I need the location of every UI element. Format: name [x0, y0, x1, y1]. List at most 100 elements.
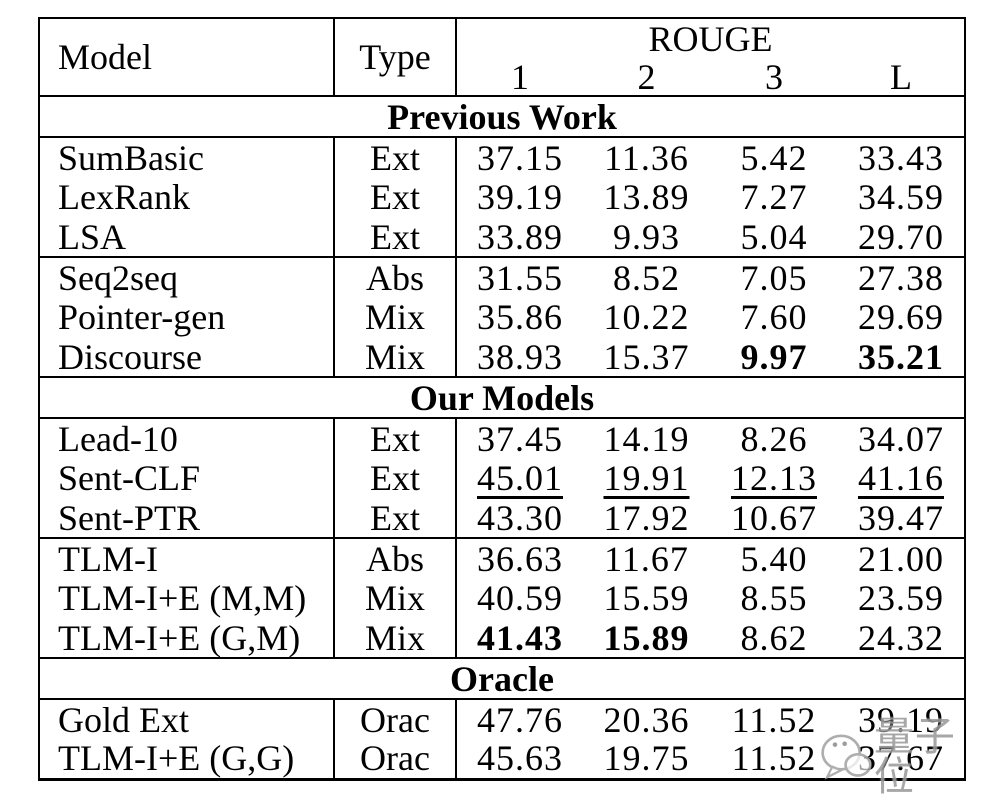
type-cell: Abs	[334, 256, 457, 297]
score-value: 34.59	[858, 177, 944, 217]
score-cell: 47.76	[456, 699, 583, 739]
column-header-rouge-3: 3	[710, 58, 838, 97]
type-cell: Ext	[334, 137, 457, 177]
score-value: 5.40	[740, 538, 808, 579]
table-row: Lead-10 Ext 37.45 14.19 8.26 34.07	[39, 418, 965, 458]
score-value: 8.52	[613, 257, 680, 298]
column-header-rouge-1: 1	[456, 58, 583, 97]
score-cell: 39.19	[456, 177, 583, 217]
type-cell: Ext	[334, 458, 457, 498]
score-cell: 10.22	[583, 297, 710, 337]
table-row: TLM-I+E (G,M) Mix 41.43 15.89 8.62 24.32	[39, 618, 965, 658]
score-value: 10.22	[603, 297, 690, 337]
table-header: Model Type ROUGE 1 2 3 L	[39, 18, 965, 97]
type-cell: Ext	[334, 177, 457, 217]
score-value: 15.37	[603, 336, 690, 377]
score-cell: 29.69	[838, 297, 965, 337]
table-row: Discourse Mix 38.93 15.37 9.97 35.21	[39, 337, 965, 377]
score-value: 14.19	[603, 418, 690, 459]
type-cell: Orac	[334, 699, 457, 739]
section-row-previous-work: Previous Work	[39, 95, 965, 138]
score-value: 45.01	[477, 458, 563, 498]
score-value: 29.70	[858, 216, 944, 257]
score-cell: 19.91	[583, 458, 710, 498]
score-cell: 27.38	[838, 256, 965, 297]
score-cell: 45.01	[456, 458, 583, 498]
score-cell: 9.93	[583, 217, 710, 257]
table-row: Sent-CLF Ext 45.01 19.91 12.13 41.16	[39, 458, 965, 498]
score-value: 9.97	[740, 336, 808, 377]
score-cell: 38.93	[456, 337, 583, 377]
column-header-rouge: ROUGE	[648, 18, 773, 59]
score-value: 8.62	[740, 617, 808, 658]
score-value: 33.43	[858, 137, 944, 178]
table-row: TLM-I+E (M,M) Mix 40.59 15.59 8.55 23.59	[39, 578, 965, 618]
score-value: 35.21	[858, 336, 944, 377]
score-value: 41.43	[477, 617, 563, 658]
model-cell: Seq2seq	[39, 256, 335, 297]
score-value: 9.93	[613, 216, 680, 257]
score-cell: 15.89	[583, 618, 710, 658]
score-value: 11.67	[604, 538, 689, 579]
model-cell: Sent-CLF	[39, 458, 335, 498]
section-title-oracle: Oracle	[39, 657, 965, 700]
table-row: SumBasic Ext 37.15 11.36 5.42 33.43	[39, 137, 965, 177]
score-cell: 11.52	[710, 699, 838, 739]
score-cell: 21.00	[838, 537, 965, 578]
section-title-previous-work: Previous Work	[39, 95, 965, 138]
score-cell: 35.86	[456, 297, 583, 337]
score-cell: 35.21	[838, 337, 965, 377]
score-cell: 23.59	[838, 578, 965, 618]
table-row: Gold Ext Orac 47.76 20.36 11.52 39.19	[39, 699, 965, 739]
score-value: 47.76	[477, 699, 563, 740]
score-cell: 7.05	[710, 256, 838, 298]
score-cell: 8.62	[710, 618, 838, 658]
score-cell: 11.67	[583, 537, 710, 579]
score-cell: 8.52	[583, 256, 710, 298]
section-row-oracle: Oracle	[39, 657, 965, 700]
score-value: 15.59	[603, 578, 690, 618]
score-cell: 7.60	[710, 297, 838, 337]
score-cell: 8.55	[710, 578, 838, 618]
score-value: 39.47	[858, 497, 944, 538]
score-value: 39.19	[858, 699, 944, 740]
score-value: 7.60	[740, 297, 808, 337]
score-value: 31.55	[477, 257, 563, 298]
score-value: 19.91	[603, 458, 690, 498]
score-value: 34.07	[858, 418, 944, 459]
score-cell: 15.59	[583, 578, 710, 618]
table-row: Sent-PTR Ext 43.30 17.92 10.67 39.47	[39, 498, 965, 538]
score-value: 7.05	[740, 257, 808, 298]
table-row: LSA Ext 33.89 9.93 5.04 29.70	[39, 217, 965, 257]
score-cell: 34.59	[838, 177, 965, 217]
score-cell: 39.47	[838, 498, 965, 538]
type-cell: Mix	[334, 297, 457, 337]
score-cell: 34.07	[838, 418, 965, 458]
section-row-our-models: Our Models	[39, 376, 965, 419]
score-value: 45.63	[477, 738, 563, 779]
score-cell: 37.67	[838, 739, 965, 779]
score-value: 10.67	[731, 497, 817, 538]
score-value: 11.36	[604, 137, 689, 178]
score-value: 43.30	[477, 497, 563, 538]
score-value: 37.67	[858, 738, 944, 779]
score-cell: 33.43	[838, 137, 965, 177]
score-cell: 11.52	[710, 739, 838, 779]
column-header-type: Type	[334, 18, 457, 97]
model-cell: Discourse	[39, 337, 335, 377]
score-value: 8.55	[740, 578, 808, 618]
score-cell: 13.89	[583, 177, 710, 217]
score-cell: 12.13	[710, 458, 838, 498]
score-value: 5.42	[740, 137, 808, 178]
type-cell: Ext	[334, 217, 457, 257]
model-cell: Gold Ext	[39, 699, 335, 739]
score-cell: 43.30	[456, 498, 583, 538]
score-cell: 29.70	[838, 217, 965, 257]
column-header-model: Model	[39, 18, 335, 97]
model-cell: TLM-I	[39, 537, 335, 578]
score-value: 37.45	[477, 418, 563, 459]
score-cell: 8.26	[710, 418, 838, 458]
score-cell: 19.75	[583, 739, 710, 779]
table-body: Previous Work SumBasic Ext 37.15 11.36 5.42 33…	[39, 95, 965, 779]
score-cell: 31.55	[456, 256, 583, 298]
